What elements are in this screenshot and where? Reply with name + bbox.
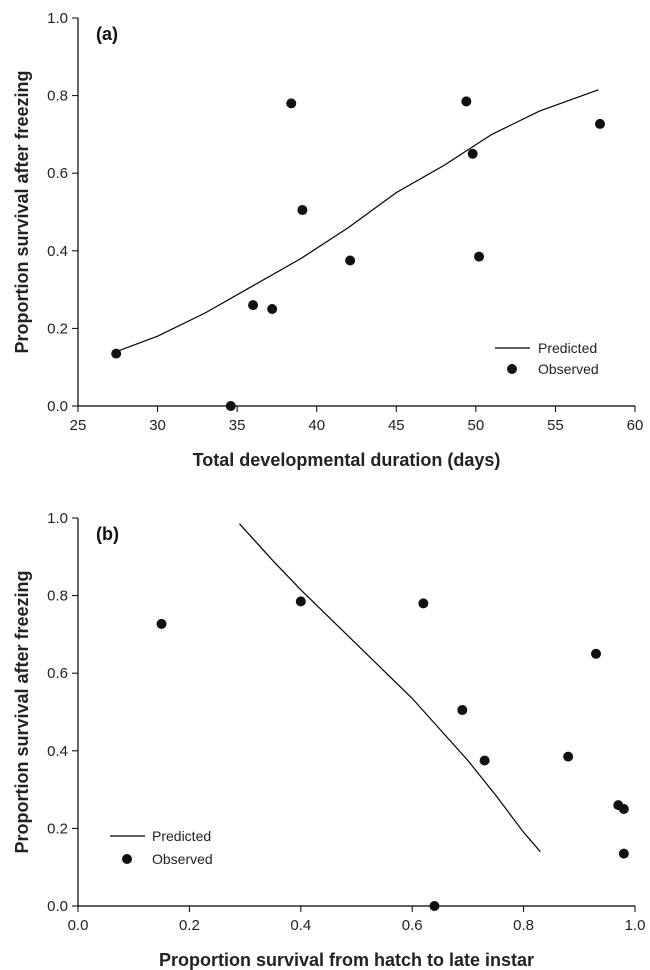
x-tick-label: 0.8 bbox=[513, 917, 534, 934]
observed-point bbox=[474, 251, 485, 262]
legend-point-swatch bbox=[122, 854, 132, 864]
y-tick-label: 0.2 bbox=[47, 820, 68, 837]
observed-point bbox=[618, 804, 629, 814]
observed-point bbox=[594, 118, 605, 129]
y-tick-label: 0.0 bbox=[47, 398, 68, 415]
x-tick-label: 1.0 bbox=[625, 917, 646, 934]
x-tick-label: 60 bbox=[627, 417, 644, 434]
x-tick-label: 50 bbox=[468, 417, 485, 434]
observed-point bbox=[418, 598, 429, 609]
y-tick-label: 0.0 bbox=[47, 898, 68, 915]
y-tick-label: 0.4 bbox=[47, 743, 68, 760]
observed-point bbox=[248, 300, 259, 311]
chart-panel-a: 25 30 35 40 45 50 55 60 0.0 0.2 0.4 0.6 0.8 1.0 Total … bbox=[12, 10, 643, 470]
x-tick-label: 0.2 bbox=[179, 917, 200, 934]
observed-point bbox=[297, 205, 308, 216]
legend: Predicted Observed bbox=[495, 340, 599, 377]
observed-point bbox=[267, 304, 278, 314]
x-tick-label: 55 bbox=[547, 417, 564, 434]
y-tick-label: 1.0 bbox=[47, 10, 68, 27]
legend-label-predicted: Predicted bbox=[538, 340, 597, 356]
y-axis-title: Proportion survival after freezing bbox=[12, 570, 32, 853]
observed-point bbox=[479, 755, 490, 766]
observed-point bbox=[156, 618, 167, 629]
observed-point bbox=[286, 98, 297, 109]
panel-label: (b) bbox=[96, 524, 119, 544]
observed-point bbox=[618, 848, 629, 859]
x-tick-label: 30 bbox=[149, 417, 166, 434]
y-tick-label: 0.6 bbox=[47, 165, 68, 182]
legend-point-swatch bbox=[507, 364, 517, 374]
x-tick-label: 25 bbox=[70, 417, 87, 434]
x-tick-label: 40 bbox=[308, 417, 325, 434]
x-tick-label: 0.6 bbox=[402, 917, 423, 934]
legend: Predicted Observed bbox=[110, 828, 213, 867]
x-tick-label: 0.4 bbox=[290, 917, 311, 934]
x-axis-title: Total developmental duration (days) bbox=[193, 450, 501, 470]
y-tick-label: 0.2 bbox=[47, 320, 68, 337]
legend-label-observed: Observed bbox=[152, 851, 213, 867]
observed-point bbox=[461, 96, 472, 107]
observed-point bbox=[295, 596, 306, 607]
observed-point bbox=[563, 751, 574, 762]
chart-panel-b: 0.0 0.2 0.4 0.6 0.8 1.0 0.0 0.2 0.4 0.6 0.8 1.0 Prop… bbox=[12, 510, 645, 970]
y-tick-label: 0.4 bbox=[47, 243, 68, 260]
observed-point bbox=[591, 648, 602, 659]
observed-point bbox=[467, 148, 478, 159]
x-axis-title: Proportion survival from hatch to late i… bbox=[159, 950, 534, 970]
y-tick-label: 0.6 bbox=[47, 665, 68, 682]
observed-point bbox=[225, 401, 236, 411]
x-tick-label: 45 bbox=[388, 417, 405, 434]
observed-point bbox=[345, 255, 356, 266]
y-tick-label: 1.0 bbox=[47, 510, 68, 527]
y-tick-label: 0.8 bbox=[47, 588, 68, 605]
y-tick-label: 0.8 bbox=[47, 88, 68, 105]
observed-point bbox=[457, 705, 468, 716]
legend-label-observed: Observed bbox=[538, 361, 599, 377]
y-axis-title: Proportion survival after freezing bbox=[12, 70, 32, 353]
observed-point bbox=[429, 901, 440, 911]
x-tick-label: 0.0 bbox=[68, 917, 89, 934]
panel-label: (a) bbox=[96, 24, 118, 44]
x-tick-label: 35 bbox=[229, 417, 246, 434]
legend-label-predicted: Predicted bbox=[152, 828, 211, 844]
predicted-line bbox=[115, 89, 599, 353]
observed-point bbox=[111, 348, 122, 359]
predicted-line bbox=[239, 523, 541, 853]
